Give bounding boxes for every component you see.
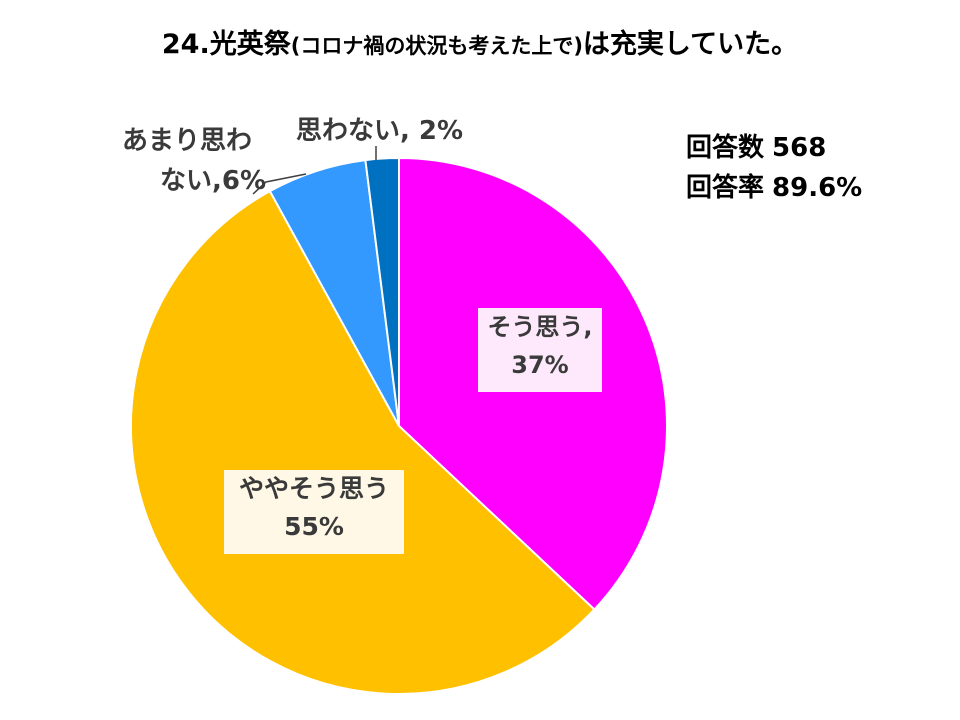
responses-row: 回答数 568 bbox=[686, 128, 862, 168]
rate-label: 回答率 bbox=[686, 173, 765, 203]
rate-value: 89.6% bbox=[772, 173, 863, 203]
slice-label-disagree: 思わない, 2% bbox=[296, 116, 464, 146]
responses-value: 568 bbox=[772, 133, 827, 163]
response-stats: 回答数 568 回答率 89.6% bbox=[686, 128, 862, 208]
title-main-end: は充実していた。 bbox=[582, 29, 799, 60]
pie-slice-somewhat-agree bbox=[129, 189, 596, 696]
slice-label-agree-name: そう思う, bbox=[487, 313, 593, 341]
title-subtitle: (コロナ禍の状況も考えた上で) bbox=[290, 34, 583, 58]
slice-label-somewhat-agree-name: ややそう思う bbox=[238, 474, 389, 503]
title-main-start: 24.光英祭 bbox=[161, 29, 291, 60]
leader-line-somewhat-disagree bbox=[252, 173, 307, 195]
slice-label-somewhat-agree: ややそう思う 55% bbox=[224, 470, 404, 554]
pie-slices bbox=[129, 156, 668, 696]
rate-row: 回答率 89.6% bbox=[686, 168, 862, 208]
slice-label-somewhat-disagree-line1: あまり思わ bbox=[122, 126, 253, 156]
chart-title: 24.光英祭(コロナ禍の状況も考えた上で)は充実していた。 bbox=[0, 22, 960, 61]
slice-label-somewhat-disagree-line2: ない,6% bbox=[160, 166, 267, 196]
slice-label-agree: そう思う, 37% bbox=[478, 308, 602, 392]
responses-label: 回答数 bbox=[686, 133, 765, 163]
leader-lines bbox=[252, 146, 377, 195]
slice-label-somewhat-agree-value: 55% bbox=[284, 512, 344, 541]
slice-label-agree-value: 37% bbox=[511, 351, 569, 379]
pie-slice-disagree bbox=[364, 156, 400, 427]
